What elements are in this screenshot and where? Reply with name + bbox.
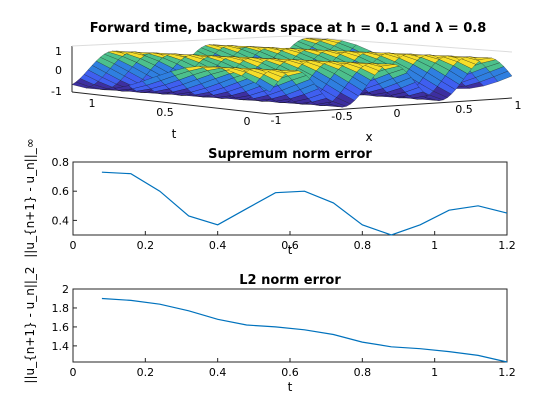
surface-plot: Forward time, backwards space at h = 0.1… bbox=[51, 21, 521, 144]
z-tick-label: 0 bbox=[55, 64, 62, 77]
z-ticks: 1 0 -1 bbox=[51, 45, 62, 98]
sup-x-ticks: 0 0.2 0.4 0.6 0.8 1 1.2 bbox=[70, 231, 516, 252]
surface-mesh bbox=[71, 38, 513, 108]
t-axis-label: t bbox=[172, 127, 177, 141]
sup-y-axis-label: ||u_{n+1} - u_n||_∞ bbox=[23, 138, 37, 258]
x-tick-label: 1 bbox=[431, 366, 438, 379]
y-tick-label: 2 bbox=[62, 283, 69, 296]
x-ticks: -1 -0.5 0 0.5 1 x bbox=[271, 99, 522, 144]
l2-norm-title: L2 norm error bbox=[239, 273, 341, 288]
x-tick-label: 0.2 bbox=[137, 366, 155, 379]
z-tick-label: 1 bbox=[55, 45, 62, 58]
l2-x-axis-label: t bbox=[288, 380, 293, 394]
back-grid-line bbox=[71, 35, 291, 47]
l2-y-axis-label: ||u_{n+1} - u_n||_2 bbox=[23, 266, 37, 383]
sup-norm-series-line bbox=[101, 171, 508, 236]
y-tick-label: 1.6 bbox=[52, 321, 70, 334]
l2-norm-series-line bbox=[101, 297, 508, 363]
t-ticks: 1 0.5 0 t bbox=[89, 97, 251, 141]
x-tick-label: 0.4 bbox=[209, 239, 227, 252]
sup-norm-title: Supremum norm error bbox=[208, 147, 372, 162]
x-tick-label: 0.6 bbox=[281, 239, 299, 252]
y-tick-label: 1.8 bbox=[52, 302, 70, 315]
t-tick-label: 1 bbox=[89, 97, 96, 110]
surface-title: Forward time, backwards space at h = 0.1… bbox=[90, 21, 487, 36]
x-tick-label: 0 bbox=[70, 239, 77, 252]
surface-patch bbox=[493, 70, 513, 82]
x-tick-label: 0 bbox=[70, 366, 77, 379]
t-axis-line bbox=[71, 91, 271, 115]
x-tick-label: 0.8 bbox=[354, 239, 372, 252]
x-tick-label: -1 bbox=[271, 114, 282, 127]
sup-x-axis-label: t bbox=[288, 243, 293, 257]
x-tick-label: 1.2 bbox=[498, 239, 516, 252]
x-tick-label: 0.8 bbox=[354, 366, 372, 379]
y-tick-label: 1.4 bbox=[52, 340, 70, 353]
l2-x-ticks: 0 0.2 0.4 0.6 0.8 1 1.2 bbox=[70, 358, 516, 379]
x-tick-label: 1 bbox=[515, 99, 522, 112]
y-tick-label: 0.6 bbox=[52, 185, 70, 198]
sup-norm-plot: Supremum norm error 0.8 0.6 0.4 0 0.2 0.4 0.6… bbox=[23, 138, 516, 258]
y-tick-label: 0.8 bbox=[52, 156, 70, 169]
x-tick-label: 0.4 bbox=[209, 366, 227, 379]
l2-norm-plot: L2 norm error 2 1.8 1.6 1.4 0 0.2 0.4 0.6 0.8 1 1… bbox=[23, 266, 516, 394]
t-tick-label: 0 bbox=[244, 115, 251, 128]
x-tick-label: 0 bbox=[394, 107, 401, 120]
x-axis-line bbox=[269, 97, 513, 115]
surface-axes bbox=[71, 35, 513, 115]
sup-plot-area bbox=[72, 161, 508, 236]
sup-y-ticks: 0.8 0.6 0.4 bbox=[52, 156, 77, 227]
x-tick-label: 1.2 bbox=[498, 366, 516, 379]
x-tick-label: 1 bbox=[431, 239, 438, 252]
y-tick-label: 0.4 bbox=[52, 214, 70, 227]
x-tick-label: 0.6 bbox=[281, 366, 299, 379]
x-tick-label: 0.5 bbox=[455, 103, 473, 116]
x-axis-label: x bbox=[365, 130, 372, 144]
z-tick-label: -1 bbox=[51, 85, 62, 98]
x-tick-label: 0.2 bbox=[137, 239, 155, 252]
back-grid-line bbox=[289, 35, 513, 53]
t-tick-label: 0.5 bbox=[156, 106, 174, 119]
x-tick-label: -0.5 bbox=[331, 110, 352, 123]
l2-y-ticks: 2 1.8 1.6 1.4 bbox=[52, 283, 77, 353]
